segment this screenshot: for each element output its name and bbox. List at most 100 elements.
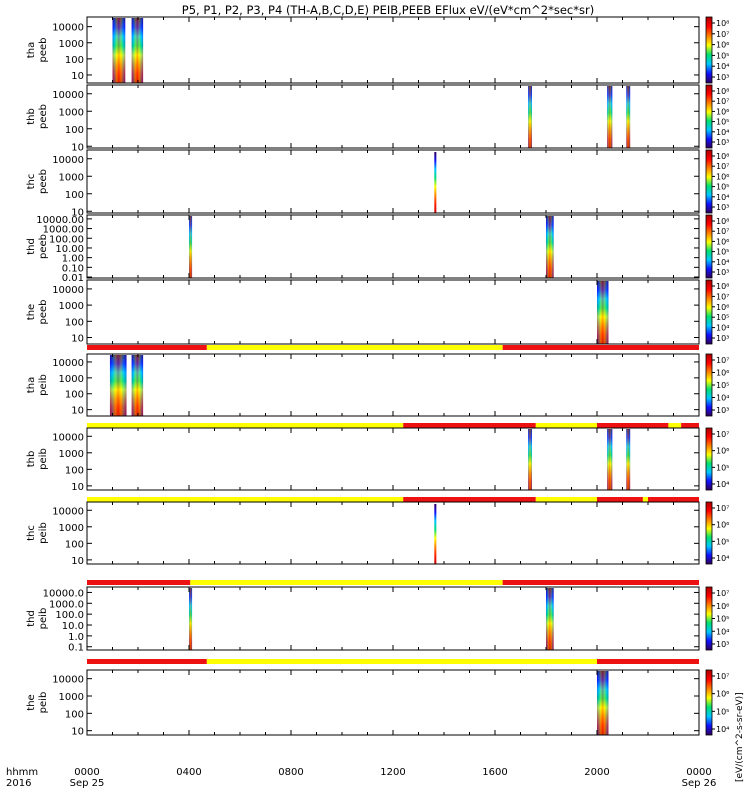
y-tick-label: 1000.00 — [43, 225, 84, 236]
colorbar-tick-label: 10⁵ — [716, 381, 729, 390]
flag-segment — [403, 497, 536, 502]
colorbar — [705, 427, 713, 491]
colorbar-tick-label: 10⁴ — [716, 394, 729, 403]
flag-segment — [87, 497, 404, 502]
spectrogram-burst-texture — [112, 18, 126, 83]
flag-segment — [535, 423, 597, 428]
y-tick-label: 1000 — [59, 692, 84, 703]
panel-probe-label: the — [26, 694, 37, 710]
colorbar-tick-label: 10⁸ — [716, 152, 729, 161]
panel-instrument-label: peeb — [38, 234, 49, 259]
colorbar-tick-label: 10⁶ — [716, 303, 729, 312]
x-tick-label: 1600 — [482, 767, 507, 778]
x-date-label: Sep 26 — [682, 778, 717, 789]
y-tick-label: 1000.0 — [49, 599, 84, 610]
x-date-label: Sep 25 — [70, 778, 105, 789]
colorbar-tick-label: 10⁵ — [716, 313, 729, 322]
colorbar-tick-label: 10⁸ — [716, 217, 729, 226]
colorbar-tick-label: 10⁵ — [716, 707, 729, 716]
colorbar-tick-label: 10⁵ — [716, 463, 729, 472]
colorbar-tick-label: 10⁷ — [716, 672, 729, 681]
x-tick-label: 1200 — [380, 767, 405, 778]
x-tick-label: 2000 — [584, 767, 609, 778]
y-tick-label: 10 — [71, 406, 84, 417]
colorbar-tick-label: 10⁷ — [716, 504, 729, 513]
y-tick-label: 100 — [65, 125, 84, 136]
panel: 10000 1000 100 10 the peib 10⁷ 10⁶ 10⁵ 10⁴ — [26, 659, 729, 738]
spectrogram-burst-texture — [528, 429, 532, 490]
y-tick-label: 1.0 — [68, 632, 84, 643]
y-tick-label: 100 — [65, 317, 84, 328]
y-tick-label: 10 — [71, 71, 84, 82]
panel-probe-label: thd — [26, 238, 37, 255]
y-tick-label: 100 — [65, 709, 84, 720]
flag-segment — [648, 497, 699, 502]
panel: 10000 1000 100 10 thb peib 10⁷ 10⁶ 10⁵ 10⁴ — [26, 423, 729, 493]
panel-probe-label: thb — [26, 108, 37, 125]
flag-segment — [597, 659, 699, 664]
flag-segment — [668, 423, 682, 428]
panel-frame — [87, 17, 699, 83]
spectrogram-burst-texture — [546, 216, 554, 278]
colorbar-tick-label: 10⁵ — [716, 248, 729, 257]
colorbar-tick-label: 10⁶ — [716, 369, 729, 378]
panel-instrument-label: peib — [38, 374, 49, 396]
x-tick-label: 0800 — [278, 767, 303, 778]
y-tick-label: 10 — [71, 482, 84, 493]
colorbar-tick-label: 10⁷ — [716, 430, 729, 439]
colorbar — [705, 353, 713, 417]
colorbar-unit-label: [eV/(cm^2-s-sr-eV)] — [735, 692, 745, 782]
colorbar-tick-label: 10⁷ — [716, 227, 729, 236]
y-tick-label: 10 — [71, 334, 84, 345]
panel-frame — [87, 587, 699, 650]
spectrogram-burst-texture — [109, 355, 127, 416]
y-tick-label: 10000.00 — [36, 215, 84, 226]
flag-segment — [206, 345, 503, 350]
panel-probe-label: tha — [26, 42, 37, 58]
panel-instrument-label: peeb — [38, 104, 49, 129]
colorbar-tick-label: 10⁷ — [716, 30, 729, 39]
colorbar-tick-label: 10⁵ — [716, 51, 729, 60]
spectrogram-burst-texture — [528, 86, 532, 148]
colorbar-tick-label: 10⁶ — [716, 447, 729, 456]
colorbar-tick-label: 10⁵ — [716, 537, 729, 546]
colorbar-tick-label: 10⁸ — [716, 87, 729, 96]
x-tick-label: 0000 — [686, 767, 711, 778]
colorbar — [705, 16, 713, 84]
y-tick-label: 100 — [65, 55, 84, 66]
panel-instrument-label: peeb — [38, 300, 49, 325]
spectrogram-line — [434, 152, 437, 213]
y-tick-label: 10000 — [52, 506, 84, 517]
y-tick-label: 10000.0 — [43, 588, 84, 599]
time-axis: hhmm 2016 0000 Sep 25 0400 0800 1200 1600 2000… — [6, 767, 716, 789]
figure-title: P5, P1, P2, P3, P4 (TH-A,B,C,D,E) PEIB,P… — [182, 3, 594, 17]
panel-instrument-label: peib — [38, 692, 49, 714]
y-tick-label: 1000 — [59, 39, 84, 50]
panel: 10000 1000 100 10 tha peib 10⁷ 10⁶ 10⁵ 10⁴ 10³ — [26, 345, 729, 417]
flag-segment — [502, 580, 699, 585]
y-tick-label: 10.00 — [55, 244, 84, 255]
colorbar-tick-label: 10⁶ — [716, 602, 729, 611]
y-tick-label: 10 — [71, 727, 84, 738]
flag-segment — [597, 497, 643, 502]
flag-segment — [87, 659, 207, 664]
colorbar-tick-label: 10³ — [716, 640, 729, 649]
x-tick-label: 0400 — [176, 767, 201, 778]
colorbar-tick-label: 10³ — [716, 73, 729, 82]
panel-instrument-label: peib — [38, 608, 49, 630]
y-tick-label: 10000 — [52, 155, 84, 166]
colorbar — [705, 214, 713, 279]
spectrogram-burst-texture — [131, 355, 144, 416]
colorbar-tick-label: 10⁶ — [716, 41, 729, 50]
colorbar-tick-label: 10⁴ — [716, 554, 729, 563]
colorbar-tick-label: 10³ — [716, 138, 729, 147]
y-tick-label: 0.1 — [68, 643, 84, 654]
time-axis-row-label: hhmm — [6, 767, 38, 778]
y-tick-label: 1.00 — [62, 254, 84, 265]
time-axis-year-label: 2016 — [6, 778, 31, 789]
y-tick-label: 0.01 — [62, 273, 84, 284]
